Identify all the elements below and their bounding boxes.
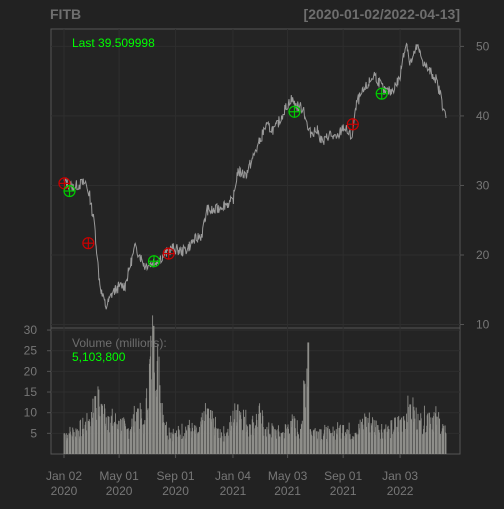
- sell-signal-marker: [58, 177, 71, 190]
- volume-tick-label: 10: [24, 406, 38, 420]
- buy-signal-marker: [375, 87, 388, 100]
- x-tick-label: Jan 04: [215, 469, 251, 483]
- volume-bars: [63, 315, 447, 454]
- chart-title: FITB: [50, 6, 81, 22]
- x-tick-label: May 01: [99, 469, 139, 483]
- price-tick-label: 30: [476, 178, 490, 192]
- price-panel: [50, 28, 461, 329]
- price-tick-label: 20: [476, 248, 490, 262]
- x-tick-label: Sep 01: [157, 469, 195, 483]
- volume-label: Volume (millions):: [72, 336, 167, 350]
- volume-tick-label: 30: [24, 323, 38, 337]
- sell-signal-marker: [162, 247, 175, 260]
- price-line: [63, 42, 447, 310]
- volume-tick-label: 15: [24, 385, 38, 399]
- price-tick-label: 40: [476, 109, 490, 123]
- volume-value: 5,103,800: [72, 350, 126, 364]
- price-series: [63, 42, 447, 310]
- price-tick-label: 50: [476, 39, 490, 53]
- x-tick-year-label: 2020: [106, 484, 133, 498]
- x-tick-year-label: 2021: [274, 484, 301, 498]
- date-range-label: [2020-01-02/2022-04-13]: [304, 6, 460, 22]
- x-tick-label: May 03: [268, 469, 308, 483]
- volume-tick-label: 25: [24, 344, 38, 358]
- buy-signal-marker: [63, 184, 76, 198]
- x-tick-year-label: 2022: [387, 484, 414, 498]
- buy-signal-marker: [147, 255, 161, 268]
- sell-signal-marker: [346, 118, 359, 131]
- sell-signal-marker: [82, 237, 95, 250]
- x-tick-year-label: 2021: [330, 484, 357, 498]
- x-tick-year-label: 2020: [162, 484, 189, 498]
- volume-tick-label: 20: [24, 364, 38, 378]
- price-tick-label: 10: [476, 318, 490, 332]
- signal-markers: [58, 87, 388, 268]
- last-price-label: Last 39.509998: [72, 36, 155, 50]
- volume-tick-label: 5: [30, 426, 37, 440]
- x-tick-label: Jan 03: [382, 469, 418, 483]
- x-tick-year-label: 2021: [220, 484, 247, 498]
- x-tick-label: Jan 02: [46, 469, 82, 483]
- x-tick-year-label: 2020: [51, 484, 78, 498]
- x-tick-label: Sep 01: [324, 469, 362, 483]
- buy-signal-marker: [288, 105, 301, 118]
